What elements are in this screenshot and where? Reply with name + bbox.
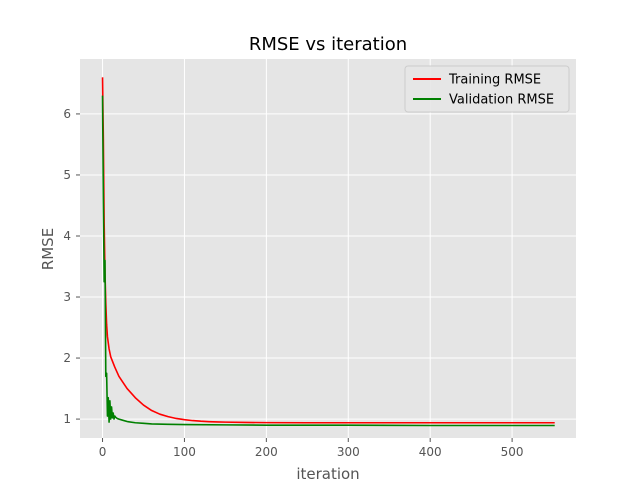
plot-area: [80, 59, 576, 438]
series-lines: [101, 77, 555, 427]
series-line-validation-rmse: [101, 95, 555, 427]
series-line-training-rmse: [101, 77, 555, 424]
x-tick-label: 500: [501, 445, 524, 459]
legend: Training RMSE Validation RMSE: [404, 65, 570, 113]
grid-lines: [80, 59, 576, 438]
x-axis-label: iteration: [296, 465, 359, 483]
x-tick-label: 400: [419, 445, 442, 459]
chart-title: RMSE vs iteration: [249, 34, 407, 55]
x-tick-label: 300: [337, 445, 360, 459]
legend-entry-label: Training RMSE: [448, 73, 541, 88]
y-tick-label: 4: [63, 229, 71, 243]
y-tick-label: 5: [63, 168, 71, 182]
legend-entry-label: Validation RMSE: [449, 93, 554, 108]
legend-box: [404, 65, 570, 113]
y-tick-label: 2: [63, 351, 71, 365]
axis-ticks: 0 100 200 300 400 500 1 2 3 4 5 6: [63, 107, 523, 459]
y-axis-label: RMSE: [39, 228, 57, 270]
x-tick-label: 100: [173, 445, 196, 459]
y-tick-label: 6: [63, 107, 71, 121]
y-tick-label: 1: [63, 412, 71, 426]
x-tick-label: 200: [255, 445, 278, 459]
y-tick-label: 3: [63, 290, 71, 304]
x-tick-label: 0: [99, 445, 107, 459]
